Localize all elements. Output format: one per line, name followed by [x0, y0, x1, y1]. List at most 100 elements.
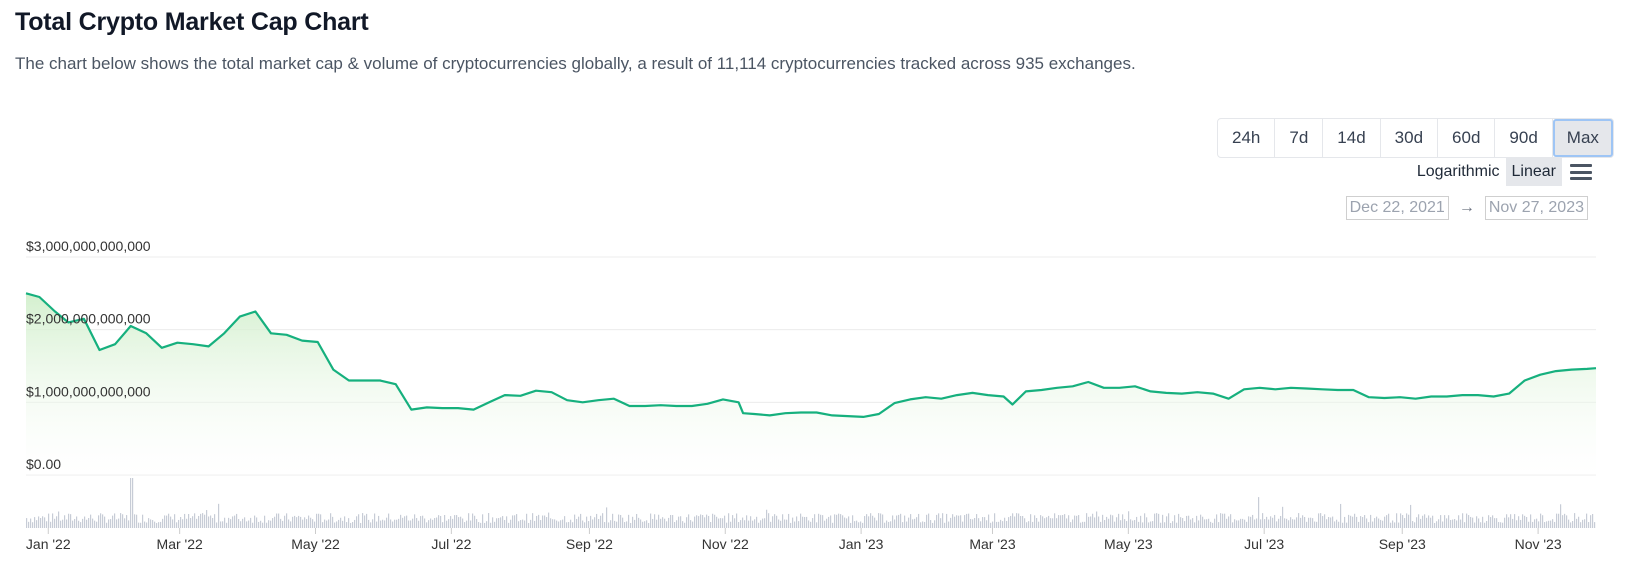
volume-bar — [134, 514, 136, 528]
volume-bar — [742, 517, 744, 528]
range-30d-button[interactable]: 30d — [1381, 119, 1439, 157]
volume-bar — [70, 514, 72, 528]
volume-bar — [976, 514, 978, 528]
volume-bar — [994, 513, 996, 528]
volume-bar — [504, 519, 506, 528]
volume-bar — [1464, 522, 1466, 528]
range-90d-button[interactable]: 90d — [1495, 119, 1553, 157]
scale-linear-button[interactable]: Linear — [1505, 158, 1562, 186]
volume-bar — [726, 522, 728, 528]
volume-bar — [1412, 521, 1414, 528]
volume-bar — [928, 513, 930, 528]
range-60d-button[interactable]: 60d — [1438, 119, 1496, 157]
volume-bar — [676, 520, 678, 528]
volume-bar — [1084, 521, 1086, 528]
range-14d-button[interactable]: 14d — [1323, 119, 1381, 157]
volume-bar — [270, 520, 272, 528]
volume-bar — [1080, 522, 1082, 528]
volume-bar — [930, 520, 932, 528]
volume-bar — [754, 519, 756, 528]
range-24h-button[interactable]: 24h — [1218, 119, 1276, 157]
volume-bar — [1274, 514, 1276, 528]
volume-bar — [40, 518, 42, 528]
volume-bar — [756, 516, 758, 528]
volume-bar — [1178, 513, 1180, 528]
volume-bar — [710, 522, 712, 528]
volume-bar — [1002, 521, 1004, 528]
volume-bar — [1330, 517, 1332, 528]
volume-bar — [918, 513, 920, 528]
volume-bar — [388, 513, 390, 528]
volume-bar — [850, 522, 852, 528]
volume-bar — [1292, 519, 1294, 528]
volume-bar — [618, 514, 620, 528]
volume-bar — [294, 515, 296, 528]
volume-bar — [202, 513, 204, 528]
volume-bar — [1052, 518, 1054, 528]
volume-bar — [912, 519, 914, 528]
volume-bar — [588, 521, 590, 528]
volume-bar — [512, 515, 514, 528]
volume-bar — [1592, 514, 1594, 528]
date-from-input[interactable]: Dec 22, 2021 — [1345, 196, 1449, 220]
volume-bar — [832, 522, 834, 528]
volume-bar — [632, 516, 634, 528]
volume-bar — [926, 514, 928, 528]
volume-bar — [1408, 514, 1410, 528]
volume-bar — [1354, 513, 1356, 528]
volume-bar — [906, 521, 908, 528]
volume-bar — [1078, 515, 1080, 528]
volume-bar — [1400, 513, 1402, 528]
volume-bar — [668, 517, 670, 528]
volume-bar — [268, 520, 270, 528]
volume-bar — [570, 519, 572, 528]
volume-bar — [816, 522, 818, 528]
volume-bar — [384, 520, 386, 528]
volume-bar — [1320, 513, 1322, 528]
page-subtitle: The chart below shows the total market c… — [15, 54, 1136, 73]
volume-bar — [1326, 519, 1328, 528]
volume-bar — [1594, 522, 1596, 528]
volume-bar — [502, 516, 504, 528]
volume-bar — [436, 517, 438, 528]
scale-logarithmic-button[interactable]: Logarithmic — [1416, 163, 1500, 180]
volume-bar — [1298, 513, 1300, 528]
volume-bar — [36, 520, 38, 528]
volume-bar — [1300, 517, 1302, 528]
volume-bar — [598, 519, 600, 528]
volume-bar — [650, 513, 652, 528]
volume-bar — [96, 521, 98, 528]
volume-bar — [94, 520, 96, 528]
volume-bar — [498, 518, 500, 528]
range-7d-button[interactable]: 7d — [1275, 119, 1324, 157]
volume-bar — [232, 516, 234, 528]
volume-bar — [624, 522, 626, 528]
volume-bar — [160, 521, 162, 528]
volume-bar — [522, 519, 524, 528]
hamburger-menu-icon[interactable] — [1570, 164, 1592, 180]
x-tick-label: Jul '23 — [1244, 536, 1284, 552]
volume-bar — [972, 519, 974, 528]
range-max-button[interactable]: Max — [1552, 119, 1613, 157]
volume-bar — [1346, 522, 1348, 528]
volume-bar — [1426, 517, 1428, 528]
date-to-input[interactable]: Nov 27, 2023 — [1484, 196, 1588, 220]
volume-bar — [410, 520, 412, 528]
volume-bar — [1436, 521, 1438, 528]
volume-bar — [1558, 513, 1560, 528]
volume-bar — [452, 518, 454, 528]
volume-bar — [852, 515, 854, 528]
volume-bar — [552, 519, 554, 528]
arrow-right-icon: → — [1458, 199, 1475, 216]
volume-bar — [936, 514, 938, 528]
volume-bar — [568, 522, 570, 528]
volume-bar — [212, 517, 214, 528]
volume-bar — [1468, 515, 1470, 528]
volume-bar — [634, 519, 636, 528]
volume-bar — [1524, 515, 1526, 528]
volume-bar — [1198, 520, 1200, 528]
volume-bar — [964, 515, 966, 528]
volume-bar — [28, 521, 30, 528]
volume-bar — [222, 521, 224, 528]
volume-bar — [1334, 521, 1336, 528]
